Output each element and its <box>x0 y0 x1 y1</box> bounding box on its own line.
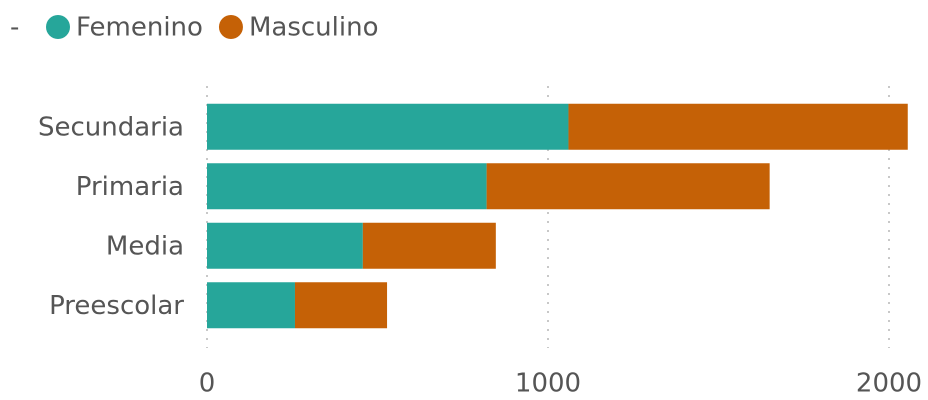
y-tick-label: Primaria <box>76 172 184 202</box>
y-tick-label: Preescolar <box>49 291 184 321</box>
bar-segment <box>362 222 496 269</box>
bar-segment <box>207 163 487 210</box>
legend-label: Femenino <box>76 13 203 43</box>
legend-label: Masculino <box>249 13 379 43</box>
legend-title: - <box>10 13 19 43</box>
bar-segment <box>568 103 908 150</box>
legend-marker <box>46 15 70 39</box>
x-tick-label: 2000 <box>856 369 922 399</box>
bar-segment <box>207 222 363 269</box>
y-tick-label: Secundaria <box>38 112 184 142</box>
x-tick-label: 0 <box>199 369 216 399</box>
bar-segment <box>294 282 388 329</box>
bar-segment <box>486 163 770 210</box>
bar-segment <box>207 103 569 150</box>
x-tick-label: 1000 <box>515 369 581 399</box>
legend-marker <box>218 15 243 39</box>
bar-segment <box>207 282 295 329</box>
y-tick-label: Media <box>106 231 184 261</box>
